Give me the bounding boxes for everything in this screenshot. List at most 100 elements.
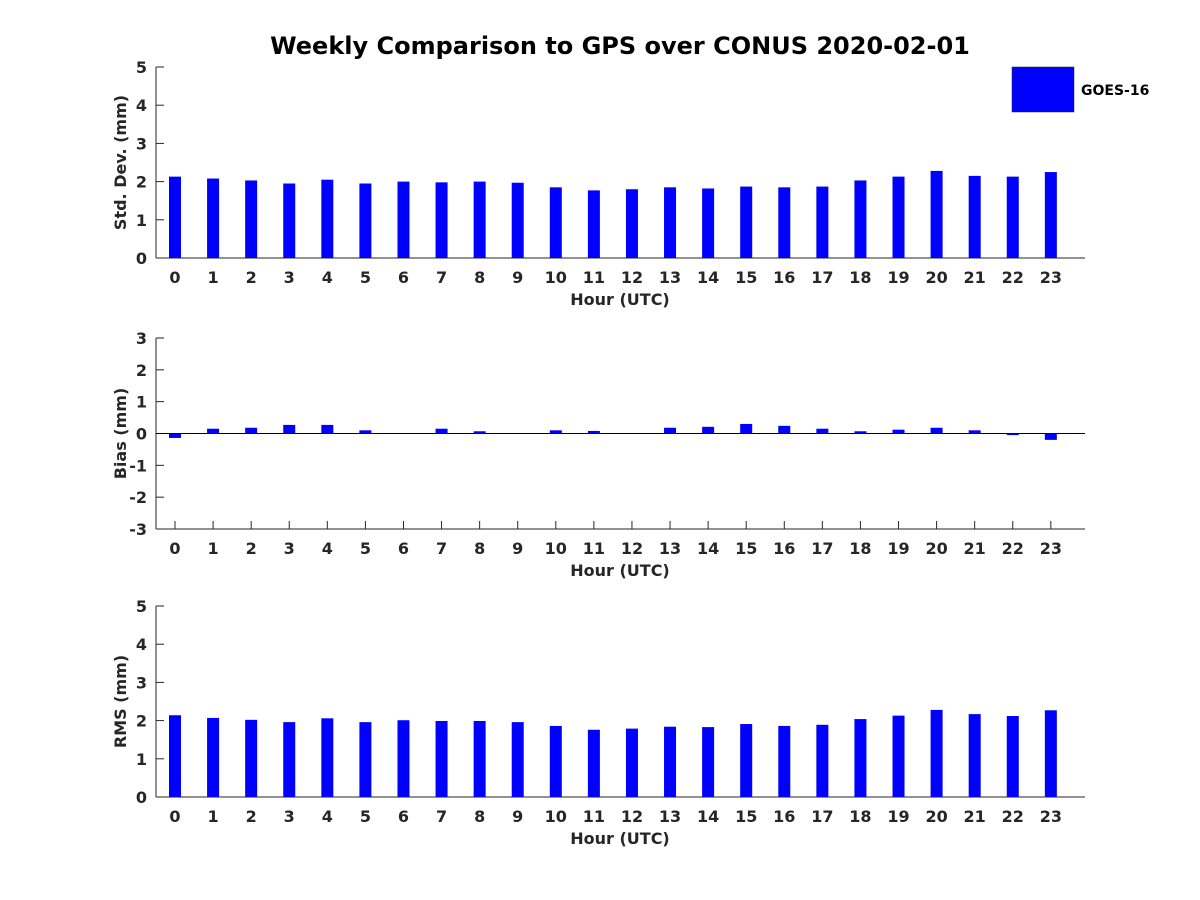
rms-bar [549, 725, 562, 797]
rms-y-label: RMS (mm) [111, 655, 130, 748]
bias-y-tick-label: -2 [129, 488, 147, 507]
std-dev-bar [854, 180, 867, 258]
std-dev-bar [740, 186, 753, 258]
bias-bar [359, 430, 372, 434]
bias-x-tick-label: 20 [925, 539, 947, 558]
rms-bar [854, 719, 867, 797]
rms-bar [892, 715, 905, 797]
std-dev-x-tick-label: 3 [284, 268, 295, 287]
std-dev-y-tick-label: 1 [136, 211, 147, 230]
bias-bar [778, 425, 791, 434]
std-dev-bar [702, 188, 715, 258]
bias-bar [1044, 433, 1057, 440]
bias-x-tick-label: 14 [697, 539, 719, 558]
bias-x-tick-label: 11 [583, 539, 605, 558]
rms-x-tick-label: 19 [887, 807, 909, 826]
std-dev-bar [511, 182, 524, 258]
bias-x-tick-label: 2 [246, 539, 257, 558]
rms-bar [169, 715, 181, 797]
rms-x-tick-label: 18 [849, 807, 871, 826]
rms-x-label: Hour (UTC) [570, 829, 670, 848]
rms-x-tick-label: 6 [398, 807, 409, 826]
bias-x-tick-label: 16 [773, 539, 795, 558]
bias-x-tick-label: 17 [811, 539, 833, 558]
legend: GOES-16 [1011, 66, 1149, 113]
rms-x-tick-label: 17 [811, 807, 833, 826]
std-dev-x-tick-label: 22 [1002, 268, 1024, 287]
rms-bar [245, 719, 258, 797]
bias-y-tick-label: 3 [136, 329, 147, 348]
std-dev-bar [587, 190, 600, 258]
std-dev-bar [1044, 172, 1057, 258]
std-dev-bar [664, 187, 677, 258]
rms-bar [816, 724, 829, 797]
std-dev-bar [397, 181, 410, 258]
std-dev-x-tick-label: 21 [964, 268, 986, 287]
std-dev-bar [816, 186, 829, 258]
bias-x-tick-label: 22 [1002, 539, 1024, 558]
rms-x-tick-label: 23 [1040, 807, 1062, 826]
bias-y-label: Bias (mm) [111, 388, 130, 480]
rms-bar [397, 720, 410, 797]
rms-x-tick-label: 14 [697, 807, 719, 826]
bias-bar [740, 423, 753, 434]
bias-y-tick-label: -1 [129, 456, 147, 475]
rms-x-tick-label: 22 [1002, 807, 1024, 826]
bias-bar [702, 426, 715, 434]
rms-bar [283, 722, 296, 797]
rms-bar [1006, 716, 1019, 797]
rms-bar [702, 727, 715, 797]
bias-bar [816, 428, 829, 434]
std-dev-bar [892, 176, 905, 258]
std-dev-x-tick-label: 18 [849, 268, 871, 287]
rms-bar [968, 714, 981, 797]
bias-bar [1006, 433, 1019, 436]
std-dev-bar [435, 182, 448, 258]
std-dev-x-tick-label: 5 [360, 268, 371, 287]
bias-x-tick-label: 12 [621, 539, 643, 558]
std-dev-y-tick-label: 5 [136, 58, 147, 77]
std-dev-x-tick-label: 11 [583, 268, 605, 287]
bias-bar [664, 427, 677, 434]
std-dev-bar [359, 183, 372, 258]
rms-x-tick-label: 12 [621, 807, 643, 826]
rms-bar [1044, 710, 1057, 797]
rms-bar [625, 728, 638, 797]
std-dev-bar [625, 189, 638, 258]
std-dev-x-tick-label: 9 [512, 268, 523, 287]
rms-x-tick-label: 10 [545, 807, 567, 826]
std-dev-bar [968, 175, 981, 258]
bias-x-tick-label: 1 [208, 539, 219, 558]
std-dev-y-tick-label: 2 [136, 173, 147, 192]
rms-y-tick-label: 1 [136, 750, 147, 769]
rms-bar [473, 720, 486, 797]
rms-y-tick-label: 2 [136, 712, 147, 731]
rms-x-tick-label: 2 [246, 807, 257, 826]
std-dev-y-tick-label: 4 [136, 96, 147, 115]
bias-x-tick-label: 23 [1040, 539, 1062, 558]
bias-bar [321, 424, 334, 434]
rms-bar [587, 729, 600, 797]
std-dev-bar [549, 187, 562, 258]
bias-x-tick-label: 8 [474, 539, 485, 558]
rms-x-tick-label: 11 [583, 807, 605, 826]
rms-x-tick-label: 15 [735, 807, 757, 826]
rms-x-tick-label: 13 [659, 807, 681, 826]
std-dev-x-tick-label: 20 [925, 268, 947, 287]
rms-x-tick-label: 9 [512, 807, 523, 826]
bias-y-tick-label: 2 [136, 361, 147, 380]
rms-bar [359, 722, 372, 797]
bias-x-tick-label: 5 [360, 539, 371, 558]
rms-x-tick-label: 0 [169, 807, 180, 826]
bias-x-tick-label: 15 [735, 539, 757, 558]
rms-x-tick-label: 4 [322, 807, 333, 826]
std-dev-x-tick-label: 23 [1040, 268, 1062, 287]
rms-x-tick-label: 16 [773, 807, 795, 826]
std-dev-x-tick-label: 19 [887, 268, 909, 287]
bias-x-tick-label: 6 [398, 539, 409, 558]
bias-y-tick-label: 1 [136, 393, 147, 412]
std-dev-bar [169, 176, 181, 258]
